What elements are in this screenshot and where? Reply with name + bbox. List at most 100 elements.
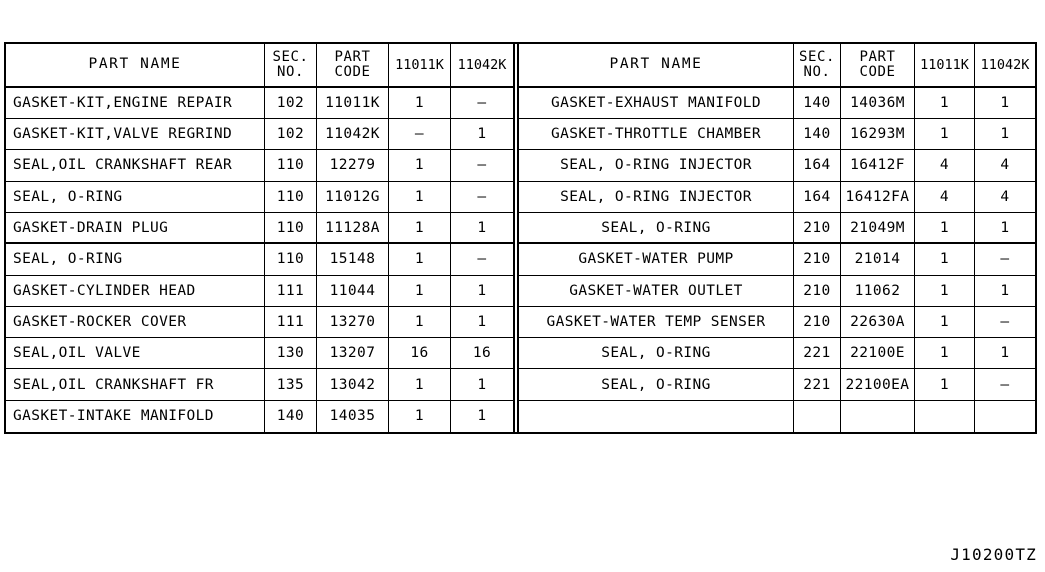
cell-part-name: GASKET-THROTTLE CHAMBER [519,119,794,150]
cell-part-code: 14036M [841,87,915,119]
cell-qty-11042K: – [477,188,487,205]
table-row[interactable]: SEAL,OIL CRANKSHAFT FR 135 13042 1 1 [6,369,513,401]
cell-part-code: 16412FA [841,181,915,212]
table-row[interactable]: GASKET-KIT,ENGINE REPAIR 102 11011K 1 – [6,87,513,120]
cell-qty-11042K: 1 [477,219,487,236]
header-part-code-line1: PART [859,48,896,65]
table-row[interactable]: GASKET-DRAIN PLUG 110 11128A 1 1 [6,212,513,245]
header-part-name: PART NAME [519,44,794,86]
cell-qty-11011K: 1 [915,212,975,243]
cell-qty-11011K: 1 [389,87,451,119]
header-qty-11011K: 11011K [389,44,451,86]
parts-table: PART NAME SEC. NO. PART CODE 11011K [4,42,1037,434]
table-row[interactable]: SEAL, O-RING 110 11012G 1 – [6,181,513,213]
table-row[interactable]: GASKET-KIT,VALVE REGRIND 102 11042K – 1 [6,119,513,151]
cell-part-name: SEAL, O-RING [6,181,265,212]
cell-qty-11042K: 1 [477,126,487,143]
cell-sec-no: 102 [265,87,317,119]
cell-sec-no: 140 [794,87,841,119]
cell-sec-no: 210 [794,212,841,243]
header-qty-11042K: 11042K [980,56,1030,73]
parts-table-right-half: PART NAME SEC. NO. PART CODE 11011K [517,44,1035,432]
header-sec-no: SEC. NO. [265,44,317,86]
cell-qty-11042K: 4 [1000,157,1010,174]
cell-sec-no: 110 [265,181,317,212]
cell-qty-11042K: 1 [1000,94,1010,111]
cell-qty-11042K: 4 [1000,188,1010,205]
cell-part-code: 12279 [317,150,389,181]
cell-part-name: GASKET-INTAKE MANIFOLD [6,400,265,432]
cell-part-code: 11042K [317,119,389,150]
cell-sec-no: 221 [794,369,841,400]
table-row[interactable]: GASKET-THROTTLE CHAMBER 140 16293M 1 1 [519,119,1035,151]
cell-sec-no: 164 [794,181,841,212]
table-row[interactable]: GASKET-EXHAUST MANIFOLD 140 14036M 1 1 [519,87,1035,120]
table-row[interactable]: SEAL, O-RING 221 22100E 1 1 [519,338,1035,370]
cell-qty-11042K: 1 [477,408,487,425]
cell-part-code [841,400,915,432]
table-row[interactable]: GASKET-WATER TEMP SENSER 210 22630A 1 – [519,306,1035,339]
cell-qty-11011K: 1 [915,338,975,369]
cell-part-name: SEAL,OIL VALVE [6,338,265,369]
cell-sec-no: 111 [265,306,317,338]
cell-qty-11011K: 1 [915,306,975,338]
table-row[interactable]: GASKET-WATER PUMP 210 21014 1 – [519,244,1035,276]
table-row[interactable]: SEAL,OIL VALVE 130 13207 16 16 [6,338,513,370]
table-row[interactable]: SEAL, O-RING 210 21049M 1 1 [519,212,1035,245]
cell-qty-11011K: 1 [389,275,451,306]
cell-qty-11042K: – [1000,251,1010,268]
cell-qty-11011K: 1 [389,369,451,400]
cell-part-code: 13042 [317,369,389,400]
table-row[interactable]: GASKET-WATER OUTLET 210 11062 1 1 [519,275,1035,307]
cell-qty-11011K: 1 [389,181,451,212]
cell-part-code: 11011K [317,87,389,119]
cell-qty-11011K [915,400,975,432]
cell-qty-11042K: – [477,251,487,268]
table-row[interactable]: SEAL, O-RING 110 15148 1 – [6,244,513,276]
cell-sec-no: 221 [794,338,841,369]
cell-sec-no [794,400,841,432]
cell-part-code: 16412F [841,150,915,181]
table-row[interactable]: SEAL, O-RING 221 22100EA 1 – [519,369,1035,401]
table-row[interactable]: SEAL,OIL CRANKSHAFT REAR 110 12279 1 – [6,150,513,182]
cell-qty-11042K: – [477,157,487,174]
cell-qty-11011K: 1 [915,275,975,306]
header-part-name: PART NAME [6,44,265,86]
cell-part-name: GASKET-WATER OUTLET [519,275,794,306]
table-row[interactable]: GASKET-ROCKER COVER 111 13270 1 1 [6,306,513,339]
cell-sec-no: 102 [265,119,317,150]
cell-part-code: 21049M [841,212,915,243]
cell-qty-11011K: 1 [915,87,975,119]
cell-qty-11011K: – [389,119,451,150]
cell-part-code: 21014 [841,244,915,275]
cell-qty-11042K: – [1000,376,1010,393]
cell-qty-11042K: 1 [477,376,487,393]
cell-sec-no: 210 [794,244,841,275]
table-center-divider [513,44,517,432]
table-row[interactable]: SEAL, O-RING INJECTOR 164 16412FA 4 4 [519,181,1035,213]
cell-qty-11042K: – [1000,313,1010,330]
cell-part-name: SEAL, O-RING [6,244,265,275]
cell-qty-11011K: 1 [915,369,975,400]
cell-sec-no: 140 [265,400,317,432]
table-row[interactable]: GASKET-INTAKE MANIFOLD 140 14035 1 1 [6,400,513,432]
cell-qty-11011K: 16 [389,338,451,369]
cell-sec-no: 135 [265,369,317,400]
table-row[interactable]: SEAL, O-RING INJECTOR 164 16412F 4 4 [519,150,1035,182]
cell-qty-11011K: 1 [389,244,451,275]
cell-qty-11042K: 1 [477,313,487,330]
table-row[interactable]: GASKET-CYLINDER HEAD 111 11044 1 1 [6,275,513,307]
cell-qty-11042K: 1 [1000,126,1010,143]
cell-part-name: SEAL, O-RING [519,212,794,243]
table-row[interactable] [519,400,1035,432]
parts-table-left-half: PART NAME SEC. NO. PART CODE 11011K [6,44,513,432]
cell-qty-11042K: 1 [1000,219,1010,236]
table-header-row-left: PART NAME SEC. NO. PART CODE 11011K [6,44,513,88]
cell-part-code: 16293M [841,119,915,150]
cell-part-name: GASKET-WATER TEMP SENSER [519,306,794,338]
cell-qty-11011K: 1 [389,212,451,243]
table-body-left: GASKET-KIT,ENGINE REPAIR 102 11011K 1– GASKE… [6,87,513,432]
cell-part-code: 11062 [841,275,915,306]
cell-part-code: 13270 [317,306,389,338]
header-qty-11042K: 11042K [457,56,507,73]
